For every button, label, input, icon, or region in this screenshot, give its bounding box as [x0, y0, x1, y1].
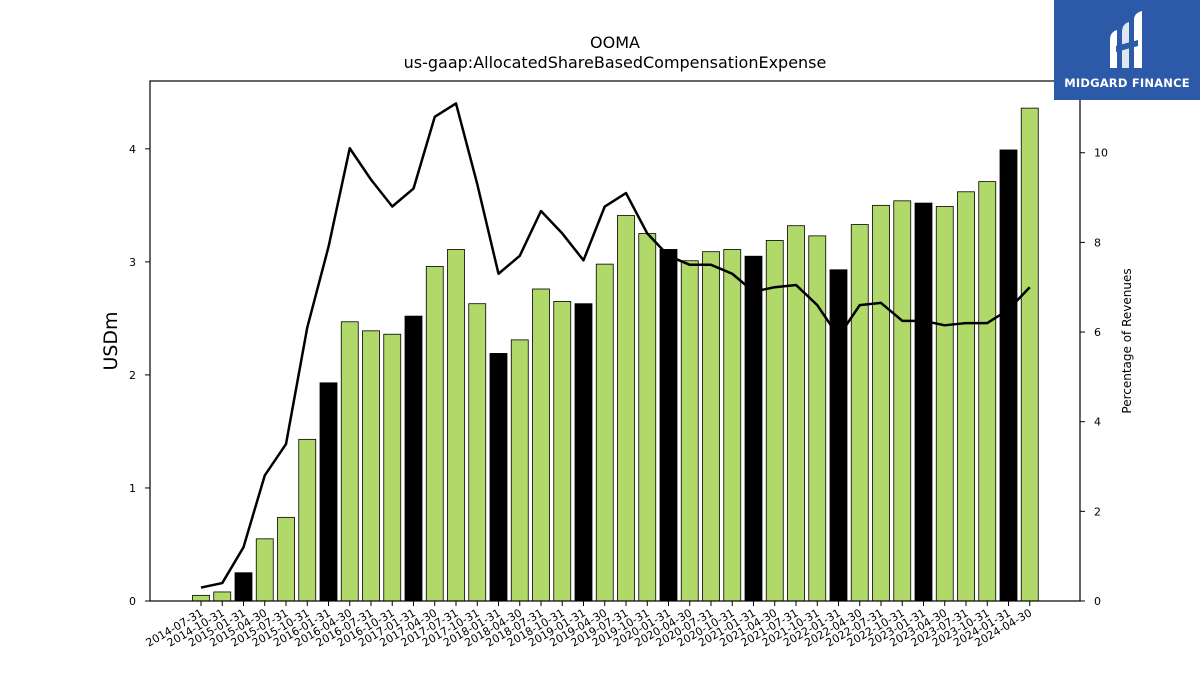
y-axis-label: USDm	[100, 311, 122, 370]
bar	[808, 235, 827, 602]
plot-frame	[149, 80, 1081, 602]
bar	[489, 353, 508, 602]
y-tick-label: 0	[129, 595, 136, 608]
bar	[702, 251, 720, 602]
bar	[255, 538, 274, 602]
bar	[510, 339, 529, 602]
bar	[829, 269, 848, 602]
brand-logo: MIDGARD FINANCE	[1054, 0, 1200, 100]
bar-series	[192, 107, 1039, 602]
y-tick-label: 4	[129, 143, 136, 156]
bar	[277, 516, 295, 602]
bar	[659, 249, 678, 602]
y-tick-label: 3	[129, 256, 136, 269]
bar	[404, 315, 423, 602]
bar	[723, 249, 742, 602]
y2-tick-label: 6	[1094, 326, 1101, 339]
bar	[340, 321, 359, 602]
bar	[787, 225, 805, 602]
bar	[192, 594, 210, 602]
bar	[532, 288, 550, 602]
bar	[935, 206, 954, 602]
percentage-line	[200, 102, 1031, 589]
x-axis: 2014-07-312014-10-312015-01-312015-04-30…	[144, 601, 1034, 650]
bar	[999, 149, 1018, 602]
y2-tick-label: 2	[1094, 505, 1101, 518]
bar	[213, 591, 232, 602]
bar	[638, 233, 657, 602]
bar	[234, 572, 253, 602]
bar	[744, 255, 763, 602]
bar	[850, 224, 869, 602]
bar	[978, 181, 997, 602]
bar	[319, 382, 338, 602]
bar	[298, 438, 317, 602]
bar	[425, 265, 444, 602]
bar	[617, 215, 635, 602]
brand-name: MIDGARD FINANCE	[1064, 76, 1190, 90]
bar	[595, 263, 614, 602]
bar	[468, 303, 487, 602]
y-tick-label: 2	[129, 369, 136, 382]
y2-tick-label: 0	[1094, 595, 1101, 608]
bar	[765, 239, 784, 602]
bar	[957, 191, 975, 602]
midgard-logo-icon	[1110, 11, 1142, 68]
bar	[447, 249, 465, 602]
bar	[574, 303, 593, 602]
y2-tick-label: 8	[1094, 236, 1101, 249]
bar	[1020, 107, 1039, 602]
y-axis-right: 0 2 4 6 8 10	[1080, 147, 1108, 608]
bar	[893, 200, 912, 602]
bar	[680, 260, 699, 602]
bar	[872, 204, 890, 602]
y-tick-label: 1	[129, 482, 136, 495]
y2-axis-label: Percentage of Revenues	[1120, 268, 1134, 413]
chart-subtitle: us-gaap:AllocatedShareBasedCompensationE…	[404, 53, 827, 72]
bar	[914, 202, 933, 602]
chart-title: OOMA	[590, 33, 640, 52]
y2-tick-label: 10	[1094, 147, 1108, 160]
bar	[553, 301, 572, 602]
y-axis-left: 0 1 2 3 4	[129, 143, 150, 608]
bar	[362, 330, 380, 602]
bar	[383, 333, 402, 602]
y2-tick-label: 4	[1094, 416, 1101, 429]
line-series	[200, 102, 1031, 589]
